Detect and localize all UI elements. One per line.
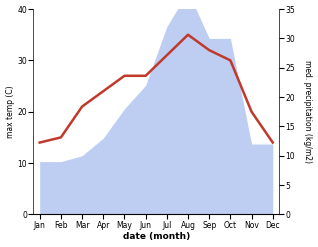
Y-axis label: max temp (C): max temp (C): [5, 85, 15, 138]
X-axis label: date (month): date (month): [123, 232, 190, 242]
Y-axis label: med. precipitation (kg/m2): med. precipitation (kg/m2): [303, 60, 313, 163]
